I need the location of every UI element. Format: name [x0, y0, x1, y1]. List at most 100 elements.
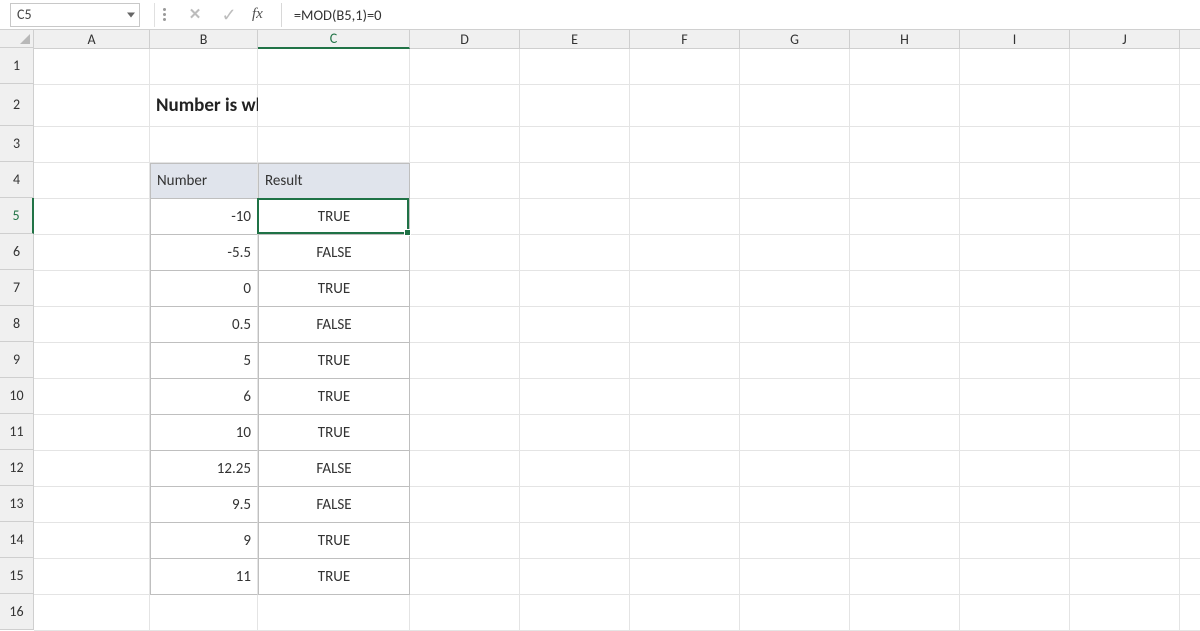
table-header-number[interactable]: Number [150, 163, 258, 199]
cell[interactable] [410, 199, 520, 235]
cell[interactable] [34, 595, 150, 631]
cell[interactable] [1070, 271, 1180, 307]
cell[interactable] [960, 49, 1070, 85]
table-header-result[interactable]: Result [258, 163, 410, 199]
table-cell-number[interactable]: 0.5 [150, 307, 258, 343]
cell[interactable] [960, 487, 1070, 523]
cell[interactable] [850, 523, 960, 559]
cell[interactable] [1180, 127, 1200, 163]
cell[interactable] [34, 163, 150, 199]
table-cell-result[interactable]: FALSE [258, 235, 410, 271]
table-cell-number[interactable]: 12.25 [150, 451, 258, 487]
table-cell-number[interactable]: 9.5 [150, 487, 258, 523]
cell[interactable] [1180, 235, 1200, 271]
cell[interactable] [520, 163, 630, 199]
cell[interactable] [630, 379, 740, 415]
column-header-D[interactable]: D [410, 30, 520, 49]
table-cell-number[interactable]: 5 [150, 343, 258, 379]
cell[interactable] [850, 163, 960, 199]
cell[interactable] [410, 271, 520, 307]
cell[interactable] [740, 271, 850, 307]
column-header-A[interactable]: A [34, 30, 150, 49]
cell[interactable] [34, 343, 150, 379]
cell[interactable] [1180, 451, 1200, 487]
table-cell-result[interactable]: FALSE [258, 451, 410, 487]
cell[interactable] [960, 415, 1070, 451]
cell[interactable] [630, 559, 740, 595]
cell[interactable] [520, 49, 630, 85]
cell-area[interactable]: Number is whole numberNumberResult-10TRU… [34, 49, 1200, 631]
cell[interactable] [520, 559, 630, 595]
cell[interactable] [740, 85, 850, 127]
cell[interactable] [1070, 523, 1180, 559]
cell[interactable] [1180, 85, 1200, 127]
cell[interactable] [630, 415, 740, 451]
cell[interactable] [1070, 127, 1180, 163]
cell[interactable] [1180, 415, 1200, 451]
name-box[interactable]: C5 [10, 3, 140, 27]
cell[interactable] [34, 49, 150, 85]
cell[interactable] [740, 523, 850, 559]
cell[interactable] [34, 235, 150, 271]
cell[interactable] [960, 163, 1070, 199]
cell[interactable] [740, 559, 850, 595]
cell[interactable] [850, 415, 960, 451]
cell[interactable] [630, 271, 740, 307]
cell[interactable] [1070, 49, 1180, 85]
cell[interactable] [150, 595, 258, 631]
cell[interactable] [960, 235, 1070, 271]
cell[interactable] [1070, 85, 1180, 127]
row-header-10[interactable]: 10 [0, 378, 34, 414]
table-cell-result[interactable]: TRUE [258, 559, 410, 595]
cell[interactable] [960, 559, 1070, 595]
table-cell-number[interactable]: -5.5 [150, 235, 258, 271]
column-header-G[interactable]: G [740, 30, 850, 49]
cell[interactable] [150, 127, 258, 163]
cell[interactable] [850, 235, 960, 271]
cell[interactable] [740, 487, 850, 523]
cell[interactable] [1070, 199, 1180, 235]
column-header-C[interactable]: C [258, 30, 410, 49]
cell[interactable] [520, 523, 630, 559]
cell[interactable] [850, 379, 960, 415]
table-cell-result[interactable]: TRUE [258, 379, 410, 415]
table-cell-result[interactable]: TRUE [258, 343, 410, 379]
column-header-B[interactable]: B [150, 30, 258, 49]
chevron-down-icon[interactable] [127, 12, 135, 17]
cell[interactable] [34, 85, 150, 127]
cell[interactable] [850, 307, 960, 343]
cell[interactable] [520, 85, 630, 127]
cell[interactable] [1070, 235, 1180, 271]
cell[interactable] [34, 523, 150, 559]
cell[interactable] [740, 127, 850, 163]
row-header-3[interactable]: 3 [0, 126, 34, 162]
table-cell-number[interactable]: 6 [150, 379, 258, 415]
cell[interactable] [960, 379, 1070, 415]
cell[interactable] [410, 415, 520, 451]
cell[interactable] [1070, 163, 1180, 199]
cell[interactable] [850, 127, 960, 163]
cell[interactable] [520, 127, 630, 163]
table-cell-number[interactable]: 10 [150, 415, 258, 451]
column-header-J[interactable]: J [1070, 30, 1180, 49]
cell[interactable] [258, 85, 410, 127]
table-cell-number[interactable]: 11 [150, 559, 258, 595]
cell[interactable] [740, 199, 850, 235]
cell[interactable] [740, 235, 850, 271]
cell[interactable] [520, 307, 630, 343]
cell[interactable] [960, 271, 1070, 307]
cell[interactable] [1180, 49, 1200, 85]
cell[interactable] [850, 271, 960, 307]
cell[interactable] [150, 49, 258, 85]
cell[interactable] [1070, 415, 1180, 451]
row-header-2[interactable]: 2 [0, 84, 34, 126]
column-header-H[interactable]: H [850, 30, 960, 49]
cell[interactable] [410, 487, 520, 523]
row-header-5[interactable]: 5 [0, 198, 34, 234]
row-header-12[interactable]: 12 [0, 450, 34, 486]
cell[interactable] [850, 49, 960, 85]
cell[interactable] [1180, 487, 1200, 523]
table-cell-number[interactable]: 0 [150, 271, 258, 307]
cell[interactable] [1180, 163, 1200, 199]
cell[interactable] [520, 487, 630, 523]
